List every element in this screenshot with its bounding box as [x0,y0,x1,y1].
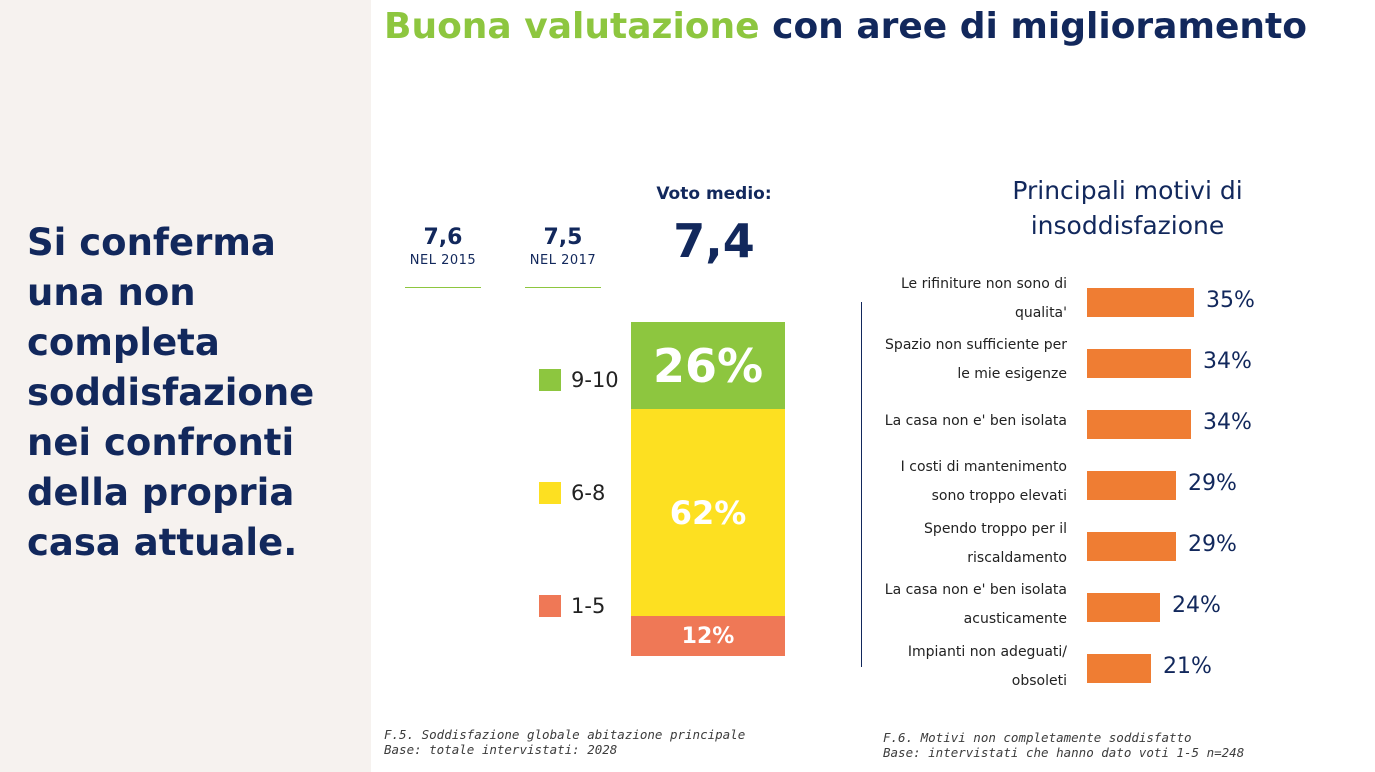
category-label: La casa non e' ben isolata acusticamente [884,582,1067,627]
bar-value-label: 35% [1206,288,1255,313]
legend-item-1-5: 1-5 [539,594,605,618]
bar-reason-insulation [1087,410,1191,439]
bar-reason-heating [1087,532,1176,561]
chart-title: Principali motivi di insoddisfazione [1012,176,1243,240]
sidebar-headline: Si conferma una non completa soddisfazio… [27,221,315,564]
stacked-segment-1-5: 12% [631,616,785,656]
legend-label: 6-8 [571,481,606,505]
page-title: Buona valutazione con aree di migliorame… [384,6,1307,47]
legend-label: 1-5 [571,594,606,618]
footnote-line: Base: intervistati che hanno dato voti 1… [883,745,1245,760]
bar-value-label: 34% [1203,349,1252,374]
stacked-segment-9-10: 26% [631,322,785,409]
average-score-value: 7,4 [673,214,755,268]
legend-swatch [539,595,561,617]
category-label: Impianti non adeguati/ obsoleti [907,644,1067,689]
previous-score-value: 7,6 [423,225,463,250]
previous-score-2017: 7,5 NEL 2017 [525,224,601,288]
divider [405,287,481,288]
footnote-right: F.6. Motivi non completamente soddisfatt… [883,730,1244,760]
legend-label: 9-10 [571,368,619,392]
bar-value-label: 29% [1188,471,1237,496]
previous-score-2015: 7,6 NEL 2015 [405,224,481,288]
category-label: I costi di mantenimento sono troppo elev… [900,459,1067,504]
legend-item-6-8: 6-8 [539,481,605,505]
bar-reason-systems [1087,654,1151,683]
footnote-line: Base: totale intervistati: 2028 [384,742,618,757]
footnote-line: F.5. Soddisfazione globale abitazione pr… [384,727,746,742]
legend-swatch [539,369,561,391]
category-label: Spazio non sufficiente per le mie esigen… [885,337,1067,382]
stacked-segment-6-8: 62% [631,409,785,616]
legend-swatch [539,482,561,504]
category-label: Spendo troppo per il riscaldamento [924,521,1067,566]
title-highlight: Buona valutazione [384,6,760,47]
segment-label: 62% [669,493,747,532]
segment-label: 12% [681,623,735,649]
bar-reason-space [1087,349,1191,378]
bar-value-label: 21% [1163,654,1212,679]
previous-score-value: 7,5 [543,225,583,250]
title-rest: con aree di miglioramento [772,6,1307,47]
bar-value-label: 29% [1188,532,1237,557]
footnote-left: F.5. Soddisfazione globale abitazione pr… [384,727,745,757]
sidebar-panel: Si conferma una non completa soddisfazio… [0,0,371,772]
category-label: La casa non e' ben isolata [884,413,1067,429]
segment-label: 26% [652,338,764,393]
bar-reason-maintenance [1087,471,1176,500]
bar-reason-acoustic [1087,593,1160,622]
legend-item-9-10: 9-10 [539,368,619,392]
category-label: Le rifiniture non sono di qualita' [900,276,1067,321]
category-axis-line [861,302,862,667]
bar-value-label: 34% [1203,410,1252,435]
bar-reason-finishes [1087,288,1194,317]
average-score-label: Voto medio: [656,184,772,204]
previous-score-year: NEL 2015 [409,253,477,268]
previous-score-year: NEL 2017 [529,253,597,268]
bar-value-label: 24% [1172,593,1221,618]
divider [525,287,601,288]
footnote-line: F.6. Motivi non completamente soddisfatt… [883,730,1192,745]
